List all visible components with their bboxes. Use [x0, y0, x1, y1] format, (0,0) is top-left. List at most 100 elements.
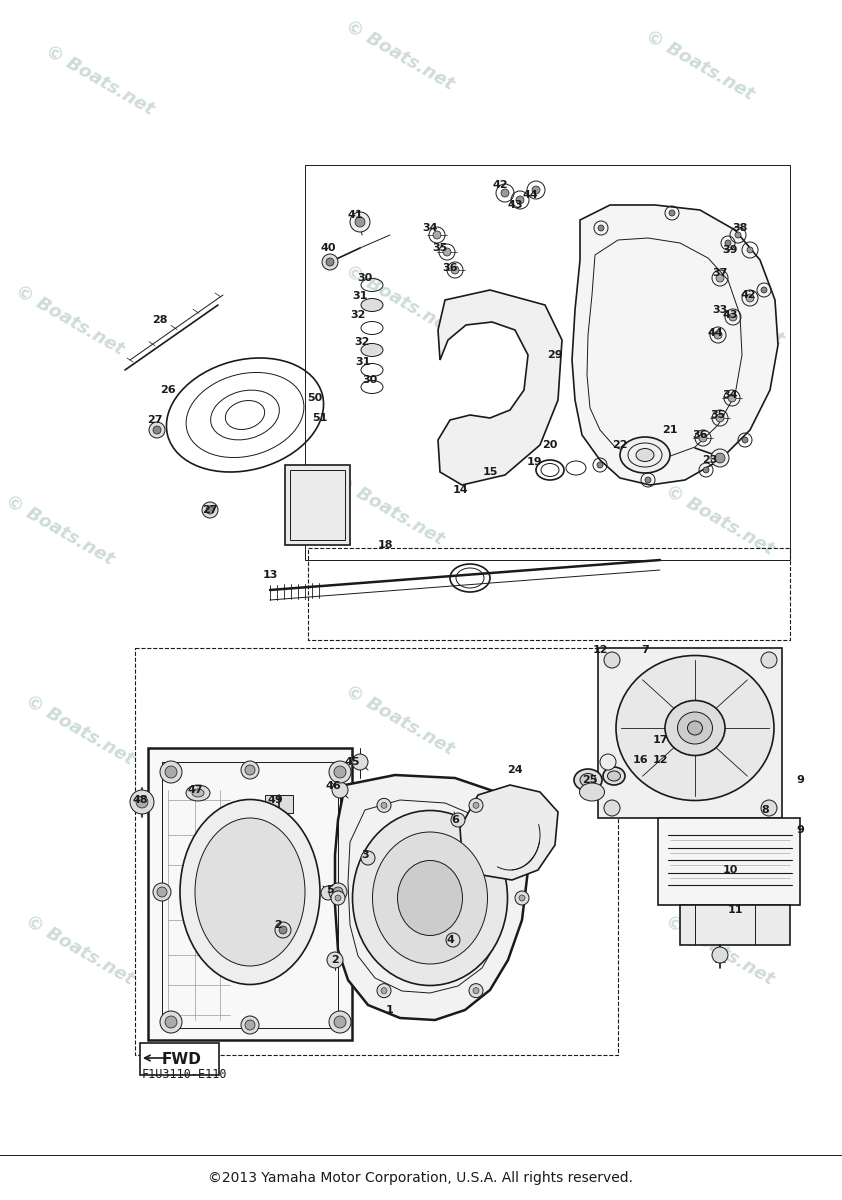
Text: © Boats.net: © Boats.net — [663, 691, 777, 768]
Ellipse shape — [180, 799, 320, 984]
Text: 21: 21 — [663, 425, 678, 434]
Circle shape — [241, 1016, 259, 1034]
Text: © Boats.net: © Boats.net — [13, 282, 127, 359]
Circle shape — [355, 217, 365, 227]
Text: 35: 35 — [433, 242, 448, 253]
Text: 22: 22 — [612, 440, 628, 450]
Ellipse shape — [353, 810, 508, 985]
Text: 34: 34 — [422, 223, 438, 233]
Circle shape — [202, 502, 218, 518]
Text: 38: 38 — [733, 223, 748, 233]
Ellipse shape — [186, 785, 210, 802]
Ellipse shape — [192, 790, 204, 797]
Circle shape — [742, 437, 748, 443]
Circle shape — [725, 240, 731, 246]
Text: 50: 50 — [307, 392, 322, 403]
Text: ©2013 Yamaha Motor Corporation, U.S.A. All rights reserved.: ©2013 Yamaha Motor Corporation, U.S.A. A… — [209, 1171, 633, 1186]
Polygon shape — [598, 648, 782, 818]
Circle shape — [149, 422, 165, 438]
Circle shape — [747, 247, 753, 253]
Circle shape — [279, 926, 287, 934]
Circle shape — [433, 230, 441, 239]
Text: 43: 43 — [722, 310, 738, 320]
Circle shape — [669, 210, 675, 216]
Text: © Boats.net: © Boats.net — [343, 262, 457, 338]
Text: 36: 36 — [692, 430, 708, 440]
Circle shape — [761, 652, 777, 668]
Ellipse shape — [678, 712, 712, 744]
Text: © Boats.net: © Boats.net — [343, 17, 457, 94]
Text: F1U3110-E110: F1U3110-E110 — [142, 1068, 227, 1081]
Text: 39: 39 — [722, 245, 738, 254]
Circle shape — [332, 782, 348, 798]
Circle shape — [206, 506, 214, 514]
Circle shape — [334, 1016, 346, 1028]
Circle shape — [501, 188, 509, 197]
Circle shape — [604, 800, 620, 816]
Text: 24: 24 — [507, 766, 523, 775]
Circle shape — [153, 883, 171, 901]
Ellipse shape — [195, 818, 305, 966]
Ellipse shape — [616, 655, 774, 800]
Text: 15: 15 — [482, 467, 498, 476]
Text: 1: 1 — [386, 1006, 394, 1015]
Text: 37: 37 — [712, 268, 727, 278]
Polygon shape — [680, 905, 790, 946]
Text: 27: 27 — [147, 415, 163, 425]
Text: 40: 40 — [320, 242, 336, 253]
Circle shape — [728, 394, 736, 402]
Circle shape — [335, 895, 341, 901]
Text: 12: 12 — [592, 646, 608, 655]
Text: 28: 28 — [152, 314, 168, 325]
Text: 33: 33 — [712, 305, 727, 314]
Circle shape — [716, 414, 724, 422]
Text: 9: 9 — [796, 775, 804, 785]
Text: © Boats.net: © Boats.net — [23, 912, 137, 989]
Text: 45: 45 — [344, 757, 360, 767]
Ellipse shape — [397, 860, 462, 936]
Text: 44: 44 — [707, 328, 723, 338]
Circle shape — [645, 476, 651, 482]
Text: 29: 29 — [547, 350, 562, 360]
Text: 18: 18 — [377, 540, 392, 550]
Text: 4: 4 — [446, 935, 454, 946]
Circle shape — [600, 754, 616, 770]
Ellipse shape — [361, 299, 383, 312]
Circle shape — [165, 766, 177, 778]
Text: 14: 14 — [452, 485, 468, 494]
Circle shape — [377, 798, 391, 812]
Circle shape — [321, 886, 335, 900]
Ellipse shape — [580, 774, 596, 786]
Text: 36: 36 — [442, 263, 458, 272]
Circle shape — [350, 212, 370, 232]
Text: 30: 30 — [357, 272, 373, 283]
FancyBboxPatch shape — [140, 1043, 219, 1075]
Text: 47: 47 — [187, 785, 203, 794]
Circle shape — [746, 294, 754, 302]
Circle shape — [473, 988, 479, 994]
Text: 48: 48 — [132, 794, 148, 805]
Text: 8: 8 — [761, 805, 769, 815]
Circle shape — [329, 1010, 351, 1033]
Circle shape — [469, 984, 483, 997]
Text: 12: 12 — [653, 755, 668, 766]
Polygon shape — [438, 290, 562, 485]
Text: 46: 46 — [325, 781, 341, 791]
Ellipse shape — [665, 701, 725, 756]
Circle shape — [716, 274, 724, 282]
Text: © Boats.net: © Boats.net — [343, 901, 457, 978]
Circle shape — [519, 895, 525, 901]
Text: 13: 13 — [263, 570, 278, 580]
Circle shape — [326, 258, 334, 266]
Circle shape — [165, 1016, 177, 1028]
Ellipse shape — [372, 832, 488, 964]
Ellipse shape — [603, 767, 625, 785]
Circle shape — [711, 449, 729, 467]
Circle shape — [160, 761, 182, 782]
Circle shape — [329, 883, 347, 901]
Circle shape — [715, 452, 725, 463]
Text: 10: 10 — [722, 865, 738, 875]
Text: 51: 51 — [312, 413, 328, 422]
Text: 9: 9 — [796, 826, 804, 835]
Ellipse shape — [574, 769, 602, 791]
